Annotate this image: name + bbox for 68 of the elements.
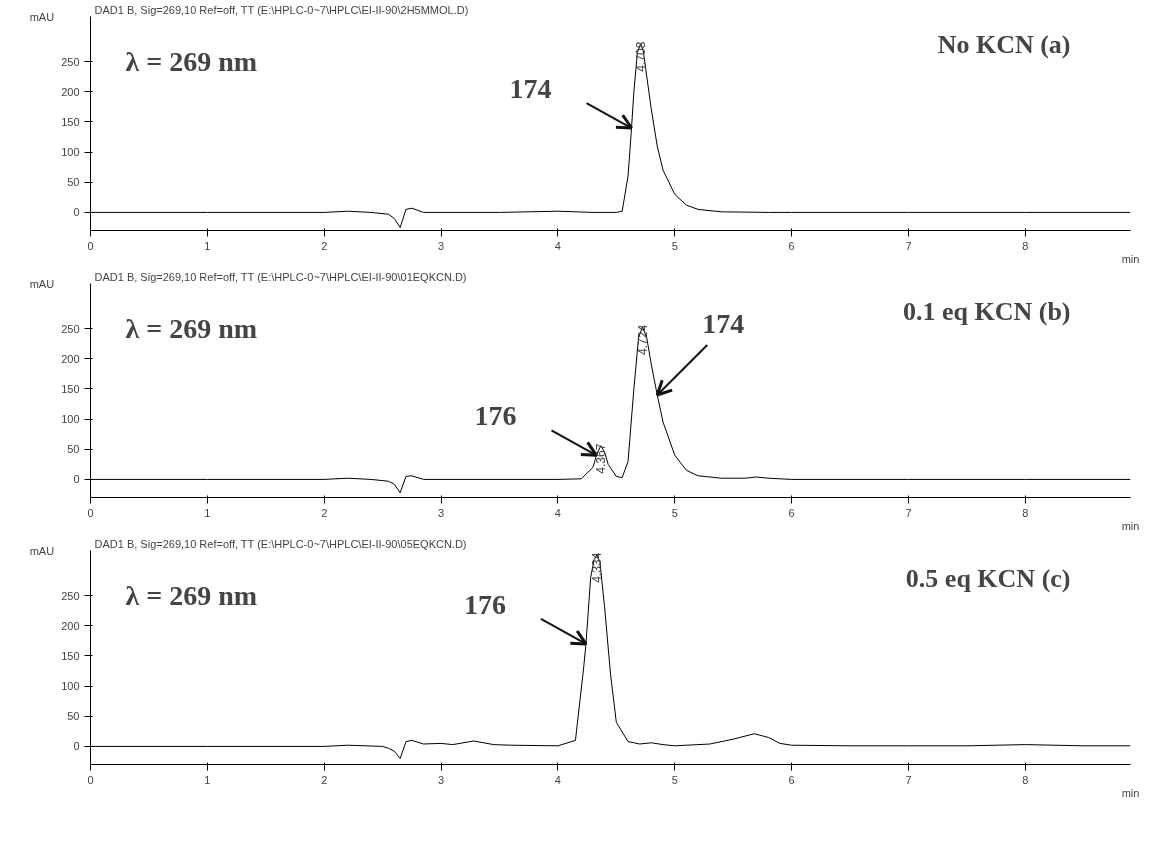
text: 0.5 eq KCN (c) bbox=[905, 563, 1071, 593]
x-tick-label: 7 bbox=[905, 773, 912, 786]
x-tick-label: 1 bbox=[204, 506, 211, 519]
x-tick-label: 5 bbox=[671, 506, 678, 519]
x-tick-label: 1 bbox=[204, 773, 211, 786]
text: 0.1 eq KCN (b) bbox=[902, 296, 1071, 326]
x-tick-label: 6 bbox=[788, 239, 795, 252]
x-tick-label: 3 bbox=[438, 773, 445, 786]
x-tick-label: 1 bbox=[204, 239, 211, 252]
x-axis-title: min bbox=[1121, 786, 1140, 799]
annotation: 174 bbox=[509, 73, 552, 105]
annotation: λ = 269 nm bbox=[125, 45, 258, 77]
x-tick-label: 4 bbox=[554, 239, 561, 252]
y-tick-label: 200 bbox=[61, 352, 80, 365]
chart-title: DAD1 B, Sig=269,10 Ref=off, TT (E:\HPLC-0~7\HPLC\EI-II-90\2H5MMOL.D) bbox=[94, 3, 469, 16]
y-tick-label: 150 bbox=[61, 115, 80, 128]
x-tick-label: 5 bbox=[671, 239, 678, 252]
x-tick-label: 7 bbox=[905, 506, 912, 519]
x-tick-label: 0 bbox=[87, 506, 94, 519]
y-tick-label: 0 bbox=[73, 473, 80, 486]
y-tick-label: 200 bbox=[61, 85, 80, 98]
x-tick-label: 0 bbox=[87, 239, 94, 252]
annotation: 176 bbox=[474, 400, 517, 432]
x-tick-label: 3 bbox=[438, 506, 445, 519]
y-tick-label: 100 bbox=[61, 413, 80, 426]
y-axis-title: mAU bbox=[29, 277, 55, 290]
x-tick-label: 6 bbox=[788, 506, 795, 519]
annotation: λ = 269 nm bbox=[125, 312, 258, 344]
x-tick-label: 8 bbox=[1022, 506, 1029, 519]
x-tick-label: 4 bbox=[554, 506, 561, 519]
y-tick-label: 250 bbox=[61, 55, 80, 68]
x-tick-label: 6 bbox=[788, 773, 795, 786]
x-tick-label: 2 bbox=[321, 506, 328, 519]
x-axis-title: min bbox=[1121, 519, 1140, 532]
chart-title: DAD1 B, Sig=269,10 Ref=off, TT (E:\HPLC-0~7\HPLC\EI-II-90\05EQKCN.D) bbox=[94, 537, 467, 550]
annotation: 176 bbox=[463, 588, 506, 620]
y-tick-label: 150 bbox=[61, 382, 80, 395]
x-tick-label: 2 bbox=[321, 239, 328, 252]
x-tick-label: 8 bbox=[1022, 773, 1029, 786]
annotation: λ = 269 nm bbox=[125, 579, 258, 611]
y-tick-label: 150 bbox=[61, 649, 80, 662]
y-tick-label: 50 bbox=[67, 443, 80, 456]
text: No KCN (a) bbox=[937, 29, 1071, 59]
x-tick-label: 4 bbox=[554, 773, 561, 786]
annotation: 4.708 bbox=[634, 41, 649, 72]
y-tick-label: 100 bbox=[61, 680, 80, 693]
x-tick-label: 2 bbox=[321, 773, 328, 786]
x-tick-label: 5 bbox=[671, 773, 678, 786]
y-tick-label: 50 bbox=[67, 710, 80, 723]
y-tick-label: 100 bbox=[61, 146, 80, 159]
annotation: 4.367 bbox=[594, 443, 609, 474]
y-tick-label: 250 bbox=[61, 589, 80, 602]
y-axis-title: mAU bbox=[29, 10, 55, 23]
y-tick-label: 250 bbox=[61, 322, 80, 335]
annotation: 4.334 bbox=[590, 552, 605, 583]
chart-title: DAD1 B, Sig=269,10 Ref=off, TT (E:\HPLC-0~7\HPLC\EI-II-90\01EQKCN.D) bbox=[94, 270, 467, 283]
annotation: 4.724 bbox=[636, 324, 651, 355]
x-tick-label: 3 bbox=[438, 239, 445, 252]
x-tick-label: 0 bbox=[87, 773, 94, 786]
x-tick-label: 7 bbox=[905, 239, 912, 252]
y-tick-label: 0 bbox=[73, 206, 80, 219]
y-tick-label: 200 bbox=[61, 619, 80, 632]
y-axis-title: mAU bbox=[29, 544, 55, 557]
annotation: 174 bbox=[702, 308, 745, 340]
y-tick-label: 50 bbox=[67, 176, 80, 189]
y-tick-label: 0 bbox=[73, 740, 80, 753]
x-axis-title: min bbox=[1121, 252, 1140, 265]
x-tick-label: 8 bbox=[1022, 239, 1029, 252]
